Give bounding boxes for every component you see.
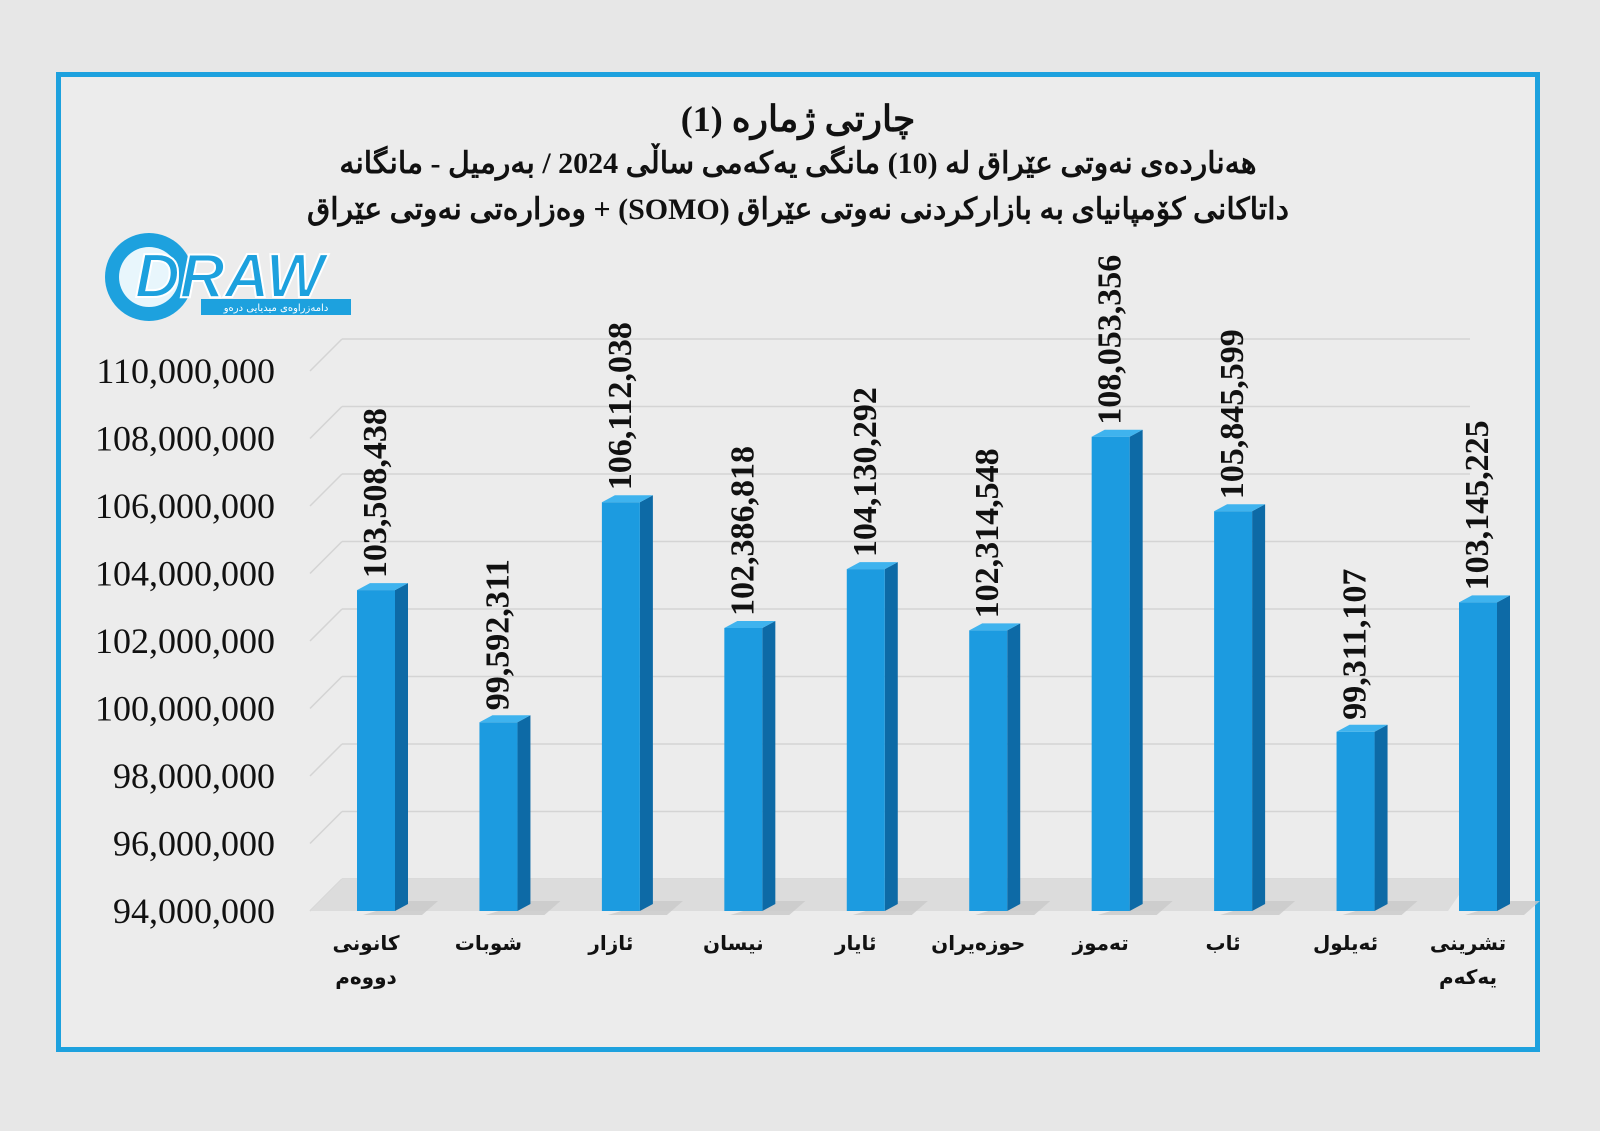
bar	[357, 590, 395, 911]
bar-top	[969, 623, 1021, 631]
bar-value-label: 105,845,599	[1214, 329, 1251, 499]
bar-side	[1497, 595, 1510, 911]
bar-side	[884, 562, 898, 911]
x-category-label: تشرینی	[1430, 931, 1506, 955]
x-category-label: ئەیلول	[1313, 931, 1378, 955]
bar-side	[639, 495, 653, 911]
bar	[1459, 602, 1497, 911]
gridline-depth	[309, 743, 343, 777]
x-category-label: ئازار	[587, 931, 633, 955]
bar-value-label: 106,112,038	[602, 322, 639, 490]
logo-tagline-bar	[201, 299, 351, 315]
bar-value-label: 99,311,107	[1337, 569, 1374, 720]
y-tick-label: 108,000,000	[95, 419, 275, 459]
logo-inner-circle	[119, 247, 179, 307]
bar-value-label: 102,314,548	[969, 448, 1006, 618]
bar-value-label: 104,130,292	[847, 387, 884, 557]
x-category-label: نیسان	[703, 931, 764, 955]
bar-side	[1007, 623, 1021, 911]
x-category-label: کانونی	[333, 931, 400, 955]
bar-side	[762, 620, 776, 911]
x-category-label: تەموز	[1072, 931, 1129, 955]
bar	[1091, 436, 1130, 911]
bar-side	[1252, 504, 1266, 911]
bar-top	[479, 715, 531, 723]
bar-top	[724, 620, 776, 628]
x-category-label: شوبات	[455, 931, 522, 955]
bar-side	[517, 715, 531, 911]
bar-top	[846, 562, 898, 570]
y-tick-label: 104,000,000	[95, 554, 275, 594]
bar	[724, 627, 763, 911]
y-tick-label: 94,000,000	[113, 891, 275, 931]
bar	[846, 569, 885, 911]
chart-title: چارتی ژماره (1)	[680, 99, 916, 139]
bar-top	[1459, 595, 1510, 603]
bar-top	[601, 495, 653, 503]
gridline-depth	[309, 405, 343, 440]
chart-title-block: چارتی ژماره (1) هەناردەی نەوتی عێراق لە …	[61, 97, 1535, 233]
chart-subtitle-line2: داتاکانی کۆمپانیای بە بازارکردنی نەوتی ع…	[307, 193, 1289, 226]
bar-top	[1336, 724, 1388, 732]
y-tick-label: 110,000,000	[96, 351, 275, 391]
bar-value-label: 108,053,356	[1092, 255, 1129, 425]
bar	[479, 722, 518, 911]
bar-value-label: 102,386,818	[724, 446, 761, 616]
x-category-label: حوزەیران	[931, 931, 1025, 955]
bar-top	[357, 583, 408, 591]
bar	[1214, 511, 1253, 911]
gridline-depth	[309, 338, 343, 372]
bar-value-label: 103,508,438	[357, 408, 394, 578]
bar-value-label: 99,592,311	[479, 559, 516, 710]
bar-value-label: 103,145,225	[1459, 420, 1496, 590]
bar-top	[1214, 504, 1266, 512]
gridline-depth	[309, 608, 343, 642]
bar	[969, 630, 1008, 911]
x-category-label: یەکەم	[1439, 965, 1497, 989]
y-tick-label: 98,000,000	[113, 756, 275, 796]
bar-side	[1129, 429, 1143, 911]
logo-tagline: دامەزراوەی میدیایی درەو	[223, 303, 329, 314]
x-category-label: دووەم	[335, 965, 397, 989]
bar-side	[395, 583, 408, 911]
y-tick-label: 106,000,000	[95, 486, 275, 526]
gridline-depth	[309, 675, 343, 710]
y-tick-label: 100,000,000	[95, 689, 275, 729]
x-category-label: ئاب	[1206, 931, 1241, 955]
gridline-depth	[309, 473, 343, 507]
bar-side	[1374, 724, 1388, 911]
bar-top	[1091, 429, 1143, 437]
draw-logo: DRAW دامەزراوەی میدیایی درەو	[105, 233, 351, 321]
x-category-label: ئایار	[834, 931, 877, 955]
bar	[1336, 731, 1375, 911]
chart-subtitle-line1: هەناردەی نەوتی عێراق لە (10) مانگی یەکەم…	[339, 147, 1257, 180]
y-tick-label: 102,000,000	[95, 621, 275, 661]
y-tick-label: 96,000,000	[113, 824, 275, 864]
gridline-depth	[309, 810, 343, 845]
bar	[601, 502, 640, 911]
gridline-depth	[309, 540, 343, 575]
